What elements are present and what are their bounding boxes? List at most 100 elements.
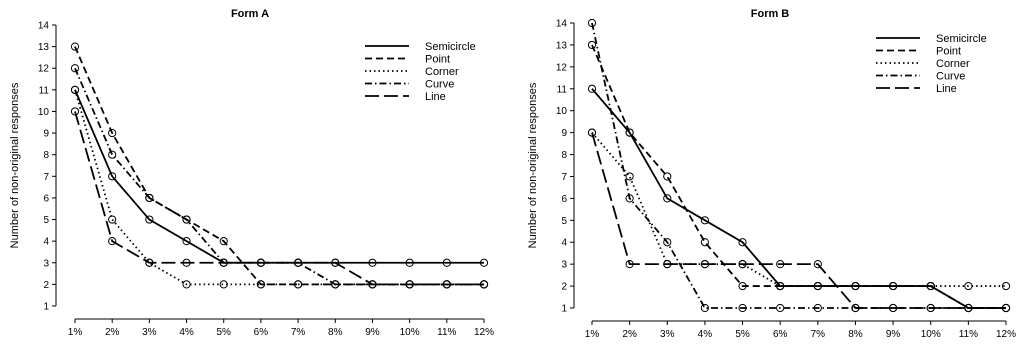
data-point — [625, 128, 634, 137]
data-point — [700, 216, 710, 225]
data-point — [776, 303, 785, 313]
series-line — [74, 46, 484, 286]
legend-entry: Semicircle — [425, 41, 476, 53]
y-tick-label: 10 — [38, 107, 50, 118]
y-tick-label: 3 — [43, 258, 49, 269]
data-point — [256, 280, 266, 289]
x-tick-label: 6% — [773, 329, 788, 340]
legend-entry: Point — [936, 46, 961, 58]
series-line — [591, 132, 1006, 287]
series-semicircle — [70, 85, 489, 267]
x-tick-label: 9% — [365, 327, 380, 338]
data-point — [813, 281, 822, 291]
data-point — [700, 238, 710, 247]
y-tick-label: 13 — [556, 40, 568, 51]
legend-entry: Curve — [425, 79, 454, 91]
legend-entry: Corner — [936, 58, 970, 70]
x-tick-label: 11% — [959, 329, 978, 340]
y-tick-label: 9 — [43, 129, 49, 140]
data-point — [738, 281, 747, 291]
series-line — [591, 88, 1006, 309]
x-tick-label: 12% — [996, 329, 1016, 340]
data-point — [331, 280, 340, 289]
data-point — [700, 303, 710, 313]
data-point — [663, 238, 672, 247]
y-tick-label: 12 — [38, 64, 50, 75]
x-tick-label: 2% — [105, 327, 120, 338]
data-point — [738, 260, 747, 269]
series-corner — [70, 85, 489, 289]
x-tick-label: 2% — [622, 329, 637, 340]
chart-title: Form A — [231, 8, 269, 20]
data-point — [145, 258, 154, 267]
data-point — [964, 281, 973, 291]
data-point — [663, 260, 672, 269]
data-point — [738, 303, 747, 313]
y-tick-label: 4 — [43, 237, 49, 248]
data-point — [738, 238, 747, 247]
data-point — [1001, 303, 1011, 313]
legend-entry: Line — [425, 91, 446, 103]
data-point — [219, 237, 228, 246]
y-tick-label: 11 — [557, 84, 568, 95]
data-point — [405, 280, 414, 289]
data-point — [625, 172, 634, 181]
series-semicircle — [587, 84, 1011, 313]
data-point — [368, 258, 377, 267]
x-tick-label: 4% — [698, 329, 713, 340]
series-line — [591, 44, 1006, 309]
y-tick-label: 7 — [561, 172, 567, 183]
data-point — [813, 303, 822, 313]
data-point — [70, 107, 80, 116]
y-tick-label: 6 — [43, 193, 49, 204]
data-point — [182, 258, 191, 267]
series-line — [70, 107, 489, 289]
series-line — [591, 22, 1006, 309]
data-point — [625, 260, 634, 269]
data-point — [625, 194, 634, 203]
y-tick-label: 2 — [561, 282, 567, 293]
y-tick-label: 5 — [561, 216, 567, 227]
series-corner — [587, 128, 1011, 291]
data-point — [182, 215, 191, 224]
legend-entry: Line — [936, 83, 957, 95]
y-tick-label: 13 — [38, 42, 50, 53]
x-tick-label: 9% — [886, 329, 901, 340]
data-point — [888, 303, 898, 313]
x-tick-label: 4% — [179, 327, 194, 338]
data-point — [888, 281, 898, 291]
y-tick-label: 3 — [561, 260, 567, 271]
data-point — [108, 215, 117, 224]
data-point — [442, 258, 451, 267]
data-point — [70, 42, 80, 51]
y-tick-label: 14 — [556, 19, 568, 30]
data-point — [587, 40, 597, 50]
data-point — [587, 18, 597, 28]
x-tick-label: 6% — [254, 327, 269, 338]
legend-entry: Point — [425, 54, 450, 66]
x-tick-label: 8% — [328, 327, 343, 338]
data-point — [108, 237, 117, 246]
y-tick-label: 4 — [561, 238, 567, 249]
data-point — [182, 237, 191, 246]
data-point — [926, 303, 935, 313]
data-point — [964, 303, 973, 313]
x-tick-label: 7% — [811, 329, 826, 340]
data-point — [145, 193, 154, 203]
y-tick-label: 12 — [556, 62, 568, 73]
data-point — [108, 172, 117, 181]
y-tick-label: 6 — [561, 194, 567, 205]
data-point — [479, 280, 489, 289]
y-tick-label: 8 — [561, 150, 567, 161]
data-point — [776, 281, 785, 291]
series-line — [74, 111, 484, 286]
data-point — [70, 64, 80, 73]
data-point — [926, 281, 935, 291]
y-tick-label: 7 — [43, 172, 49, 183]
data-point — [663, 194, 672, 203]
